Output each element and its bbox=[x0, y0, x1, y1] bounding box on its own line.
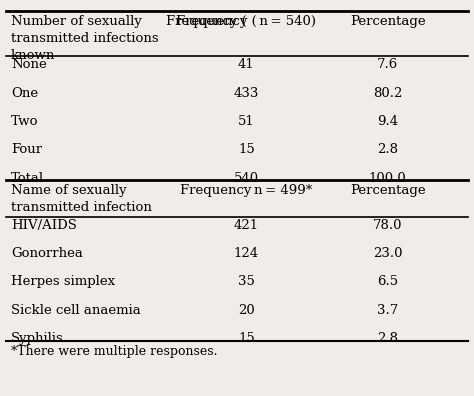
Text: HIV/AIDS: HIV/AIDS bbox=[11, 219, 77, 232]
Text: Frequency ( n = 540): Frequency ( n = 540) bbox=[176, 15, 317, 28]
Text: Frequency n = 499*: Frequency n = 499* bbox=[180, 184, 312, 197]
Text: Percentage: Percentage bbox=[350, 15, 426, 28]
Text: Name of sexually
transmitted infection: Name of sexually transmitted infection bbox=[11, 184, 152, 214]
Text: 2.8: 2.8 bbox=[377, 143, 398, 156]
Text: Sickle cell anaemia: Sickle cell anaemia bbox=[11, 304, 141, 317]
Text: Total: Total bbox=[11, 171, 44, 185]
Text: 78.0: 78.0 bbox=[373, 219, 402, 232]
Text: *There were multiple responses.: *There were multiple responses. bbox=[11, 345, 217, 358]
Text: 23.0: 23.0 bbox=[373, 247, 402, 260]
Text: Gonorrhea: Gonorrhea bbox=[11, 247, 82, 260]
Text: 433: 433 bbox=[234, 87, 259, 100]
Text: Frequency (: Frequency ( bbox=[166, 15, 246, 28]
Text: 41: 41 bbox=[238, 58, 255, 71]
Text: 3.7: 3.7 bbox=[377, 304, 399, 317]
Text: 100.0: 100.0 bbox=[369, 171, 407, 185]
Text: 20: 20 bbox=[238, 304, 255, 317]
Text: Syphilis: Syphilis bbox=[11, 332, 64, 345]
Text: 540: 540 bbox=[234, 171, 259, 185]
Text: Number of sexually
transmitted infections
known: Number of sexually transmitted infection… bbox=[11, 15, 158, 62]
Text: 15: 15 bbox=[238, 332, 255, 345]
Text: 421: 421 bbox=[234, 219, 259, 232]
Text: 6.5: 6.5 bbox=[377, 276, 398, 288]
Text: None: None bbox=[11, 58, 46, 71]
Text: 15: 15 bbox=[238, 143, 255, 156]
Text: Two: Two bbox=[11, 115, 38, 128]
Text: 9.4: 9.4 bbox=[377, 115, 398, 128]
Text: One: One bbox=[11, 87, 38, 100]
Text: 35: 35 bbox=[238, 276, 255, 288]
Text: 51: 51 bbox=[238, 115, 255, 128]
Text: 124: 124 bbox=[234, 247, 259, 260]
Text: Percentage: Percentage bbox=[350, 184, 426, 197]
Text: 2.8: 2.8 bbox=[377, 332, 398, 345]
Text: 80.2: 80.2 bbox=[373, 87, 402, 100]
Text: Herpes simplex: Herpes simplex bbox=[11, 276, 115, 288]
Text: 7.6: 7.6 bbox=[377, 58, 399, 71]
Text: Four: Four bbox=[11, 143, 42, 156]
